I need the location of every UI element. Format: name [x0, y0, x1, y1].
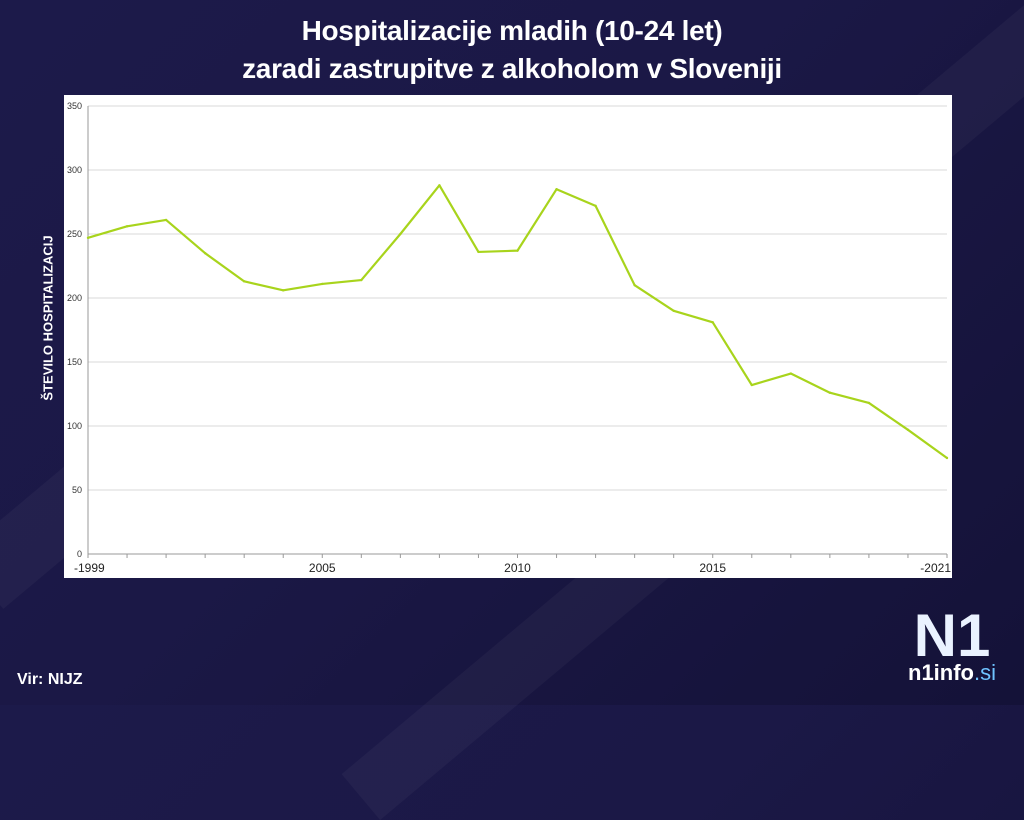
data-point: [125, 225, 129, 228]
series-line: [87, 184, 948, 459]
x-tick-label: -1999: [74, 561, 105, 575]
data-point: [282, 289, 285, 292]
data-point: [555, 188, 558, 191]
data-point: [321, 282, 324, 286]
chart-panel: 0 50 100 150 200 250 300 350 -1999 2005 2010 2015 -2…: [64, 95, 952, 578]
x-tick-label: 2005: [309, 561, 336, 575]
x-tick-label: 2015: [699, 561, 726, 575]
y-axis-label: ŠTEVILO HOSPITALIZACIJ: [40, 235, 56, 401]
logo-tld: .si: [974, 660, 996, 685]
y-tick-label: 200: [67, 293, 82, 303]
data-point: [164, 218, 168, 222]
y-tick-label: 250: [67, 229, 82, 239]
data-point: [711, 321, 714, 324]
y-tick-label: 350: [67, 101, 82, 111]
data-point: [789, 372, 793, 375]
n1-logo: N1: [914, 602, 991, 669]
data-point: [242, 280, 246, 283]
data-point: [828, 391, 832, 394]
chart-title: Hospitalizacije mladih (10-24 let) zarad…: [0, 12, 1024, 88]
data-point: [360, 278, 363, 282]
x-tick-label: -2021: [920, 561, 951, 575]
y-tick-label: 0: [77, 549, 82, 559]
data-point: [594, 204, 597, 208]
data-point: [86, 236, 90, 240]
logo-name: n1info: [908, 660, 974, 685]
logo-text: n1info.si: [902, 660, 1002, 686]
line-chart: 0 50 100 150 200 250 300 350 -1999 2005 2010 2015 -2…: [67, 101, 951, 575]
data-point: [945, 456, 949, 460]
data-point: [906, 428, 910, 432]
data-point: [750, 383, 753, 387]
chart-title-line-2: zaradi zastrupitve z alkoholom v Sloveni…: [242, 53, 782, 84]
data-point: [633, 284, 636, 287]
data-point: [477, 250, 480, 254]
source-label: Vir: NIJZ: [17, 671, 83, 688]
data-point: [672, 309, 675, 312]
y-tick-label: 100: [67, 421, 82, 431]
y-tick-label: 300: [67, 165, 82, 175]
data-point: [399, 232, 402, 236]
y-tick-label: 50: [72, 485, 82, 495]
y-tick-label: 150: [67, 357, 82, 367]
data-point: [203, 252, 207, 255]
data-point: [516, 249, 519, 252]
x-tick-label: 2010: [504, 561, 531, 575]
logo-mark: N1: [914, 602, 991, 669]
data-point: [867, 401, 871, 405]
chart-title-line-1: Hospitalizacije mladih (10-24 let): [301, 15, 723, 46]
data-point: [438, 184, 441, 187]
